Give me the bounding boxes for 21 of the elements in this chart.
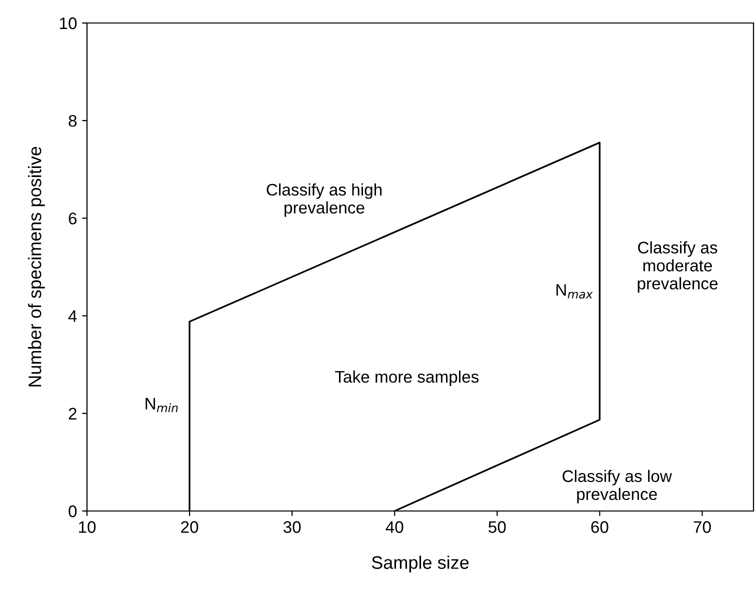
- y-tick-label: 10: [60, 17, 77, 30]
- annotation: N$_{max}$: [556, 284, 593, 299]
- annotation: Take more samples: [335, 370, 479, 386]
- annotation: N$_{min}$: [146, 398, 178, 412]
- x-tick-label: 20: [181, 521, 198, 533]
- y-tick-label: 8: [68, 115, 77, 127]
- x-tick-label: 50: [488, 521, 506, 533]
- x-tick-label: 30: [283, 521, 301, 533]
- annotation: Classify as high prevalence: [266, 183, 382, 217]
- y-tick-label: 0: [68, 505, 77, 518]
- x-tick-label: 70: [694, 521, 711, 533]
- annotation: Classify as low prevalence: [562, 470, 672, 504]
- x-tick-label: 40: [386, 521, 404, 533]
- x-axis-title: Sample size: [372, 556, 469, 573]
- x-tick-label: 60: [591, 521, 608, 533]
- y-tick-label: 6: [68, 212, 77, 224]
- x-tick-label: 10: [79, 521, 96, 533]
- y-axis-title: Number of specimens positive: [28, 146, 45, 386]
- annotation: Classify as moderate prevalence: [638, 241, 718, 293]
- y-tick-label: 2: [68, 408, 76, 420]
- y-tick-label: 4: [68, 310, 77, 322]
